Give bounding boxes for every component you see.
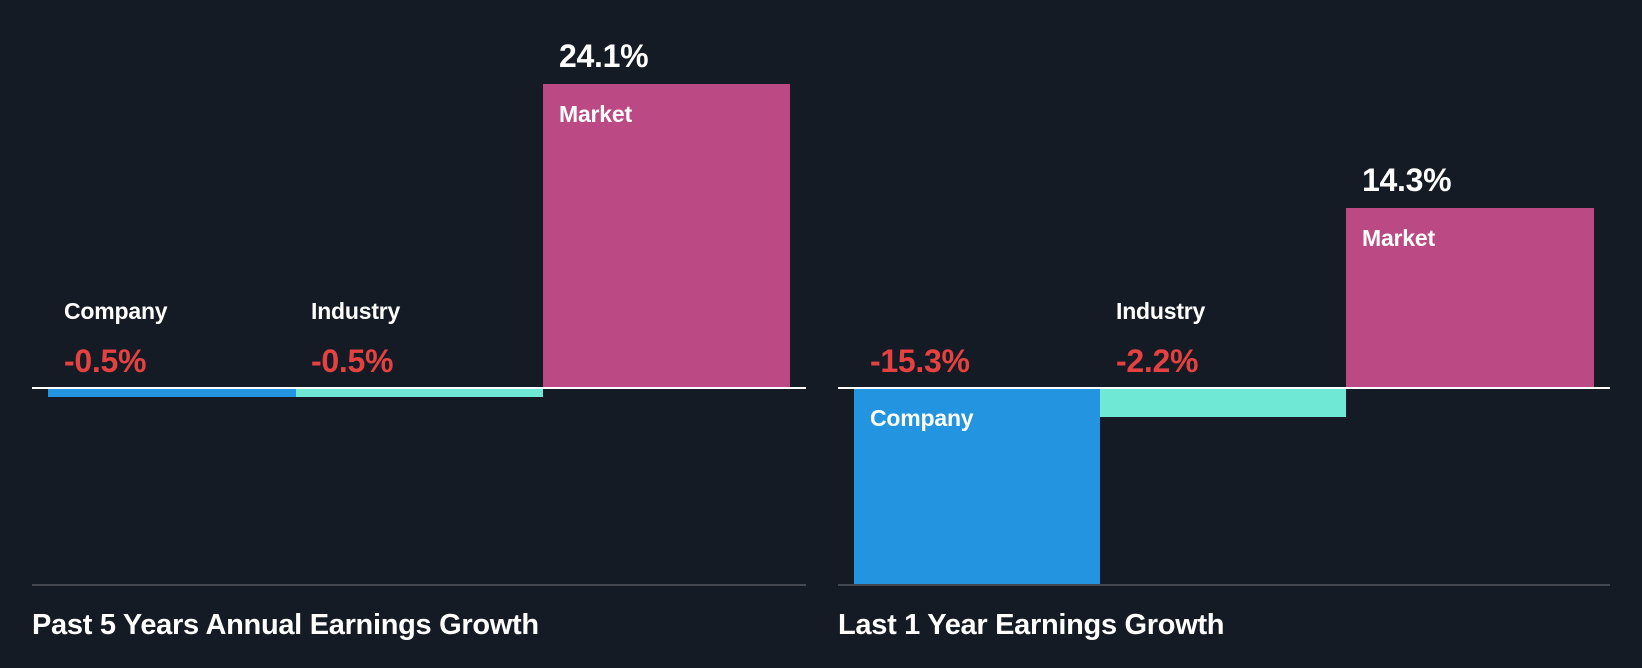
value-company: -0.5% [64,343,147,379]
chart-title: Last 1 Year Earnings Growth [838,609,1225,641]
bar-market [1346,208,1594,388]
bar-industry [296,389,543,397]
bar-company [854,389,1100,584]
label-company: Company [64,298,168,324]
bottom-gridline [32,584,806,586]
label-company: Company [870,405,974,431]
zero-baseline [32,387,806,389]
label-industry: Industry [1116,298,1206,324]
chart-past-5-years: Company -0.5% Industry -0.5% 24.1% Marke… [32,38,806,641]
value-market: 14.3% [1362,162,1452,198]
label-market: Market [559,101,632,127]
bar-industry [1100,389,1346,417]
label-market: Market [1362,225,1435,251]
bar-company [48,389,296,397]
bottom-gridline [838,584,1610,586]
zero-baseline [838,387,1610,389]
value-industry: -2.2% [1116,343,1199,379]
chart-title: Past 5 Years Annual Earnings Growth [32,609,539,641]
label-industry: Industry [311,298,401,324]
value-company: -15.3% [870,343,970,379]
value-market: 24.1% [559,38,649,74]
bar-market [543,84,790,388]
value-industry: -0.5% [311,343,394,379]
